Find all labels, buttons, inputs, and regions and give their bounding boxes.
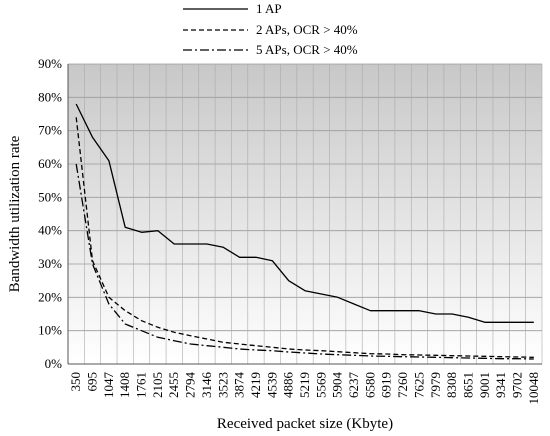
series-lines [75,103,534,360]
x-tick-label: 695 [85,372,100,392]
x-tick-label: 5904 [330,372,345,399]
series-line-2 [75,163,534,360]
y-tick-label: 80% [38,89,62,104]
x-tick-label: 350 [68,372,83,392]
x-tick-label: 4539 [264,372,279,398]
grid [67,63,543,365]
y-tick-label: 30% [38,256,62,271]
y-tick-label: 20% [38,289,62,304]
y-tick-label: 40% [38,223,62,238]
y-tick-label: 60% [38,156,62,171]
x-tick-label: 5219 [297,372,312,398]
series-line-1 [75,117,534,358]
x-tick-label: 1408 [117,372,132,398]
x-tick-labels: 350 695 1047 1408 1761 2105 2455 2794 3146 3523 38… [68,372,541,405]
x-tick-label: 2105 [150,372,165,398]
plot-area [68,64,542,364]
x-tick-label: 3874 [232,372,247,399]
legend-item-2-aps: 2 APs, OCR > 40% [183,22,358,37]
x-tick-label: 9341 [493,372,508,398]
x-tick-label: 7260 [395,372,410,398]
x-tick-label: 3146 [199,372,214,399]
x-tick-label: 2455 [166,372,181,398]
x-tick-label: 1047 [101,372,116,399]
x-tick-label: 8651 [460,372,475,398]
x-axis-label: Received packet size (Kbyte) [217,416,393,432]
x-tick-label: 3523 [215,372,230,398]
y-tick-label: 90% [38,56,62,71]
y-tick-label: 70% [38,123,62,138]
x-tick-label: 1761 [134,372,149,398]
x-tick-label: 7979 [428,372,443,398]
x-tick-label: 2794 [183,372,198,399]
x-tick-label: 4219 [248,372,263,398]
legend-label-1-ap: 1 AP [256,1,282,16]
legend-label-5-aps: 5 APs, OCR > 40% [256,42,358,57]
legend-item-1-ap: 1 AP [183,1,282,16]
x-tick-label: 6919 [379,372,394,398]
series-line-0 [75,103,534,323]
x-tick-label: 10048 [526,372,541,405]
legend-item-5-aps: 5 APs, OCR > 40% [183,42,358,57]
x-tick-label: 9001 [477,372,492,398]
y-tick-labels: 0% 10% 20% 30% 40% 50% 60% 70% 80% 90% [38,56,62,371]
legend-label-2-aps: 2 APs, OCR > 40% [256,22,358,37]
x-tick-label: 9702 [509,372,524,398]
x-tick-label: 5569 [313,372,328,398]
x-tick-label: 4886 [281,372,296,399]
x-tick-label: 8308 [444,372,459,398]
y-tick-label: 0% [45,356,63,371]
legend: 1 AP 2 APs, OCR > 40% 5 APs, OCR > 40% [183,1,358,57]
x-tick-label: 7625 [411,372,426,398]
x-tick-label: 6580 [362,372,377,398]
x-tick-label: 6237 [346,372,361,399]
y-tick-label: 10% [38,323,62,338]
y-axis-label: Bandwidth utilization rate [7,135,23,292]
y-tick-label: 50% [38,189,62,204]
